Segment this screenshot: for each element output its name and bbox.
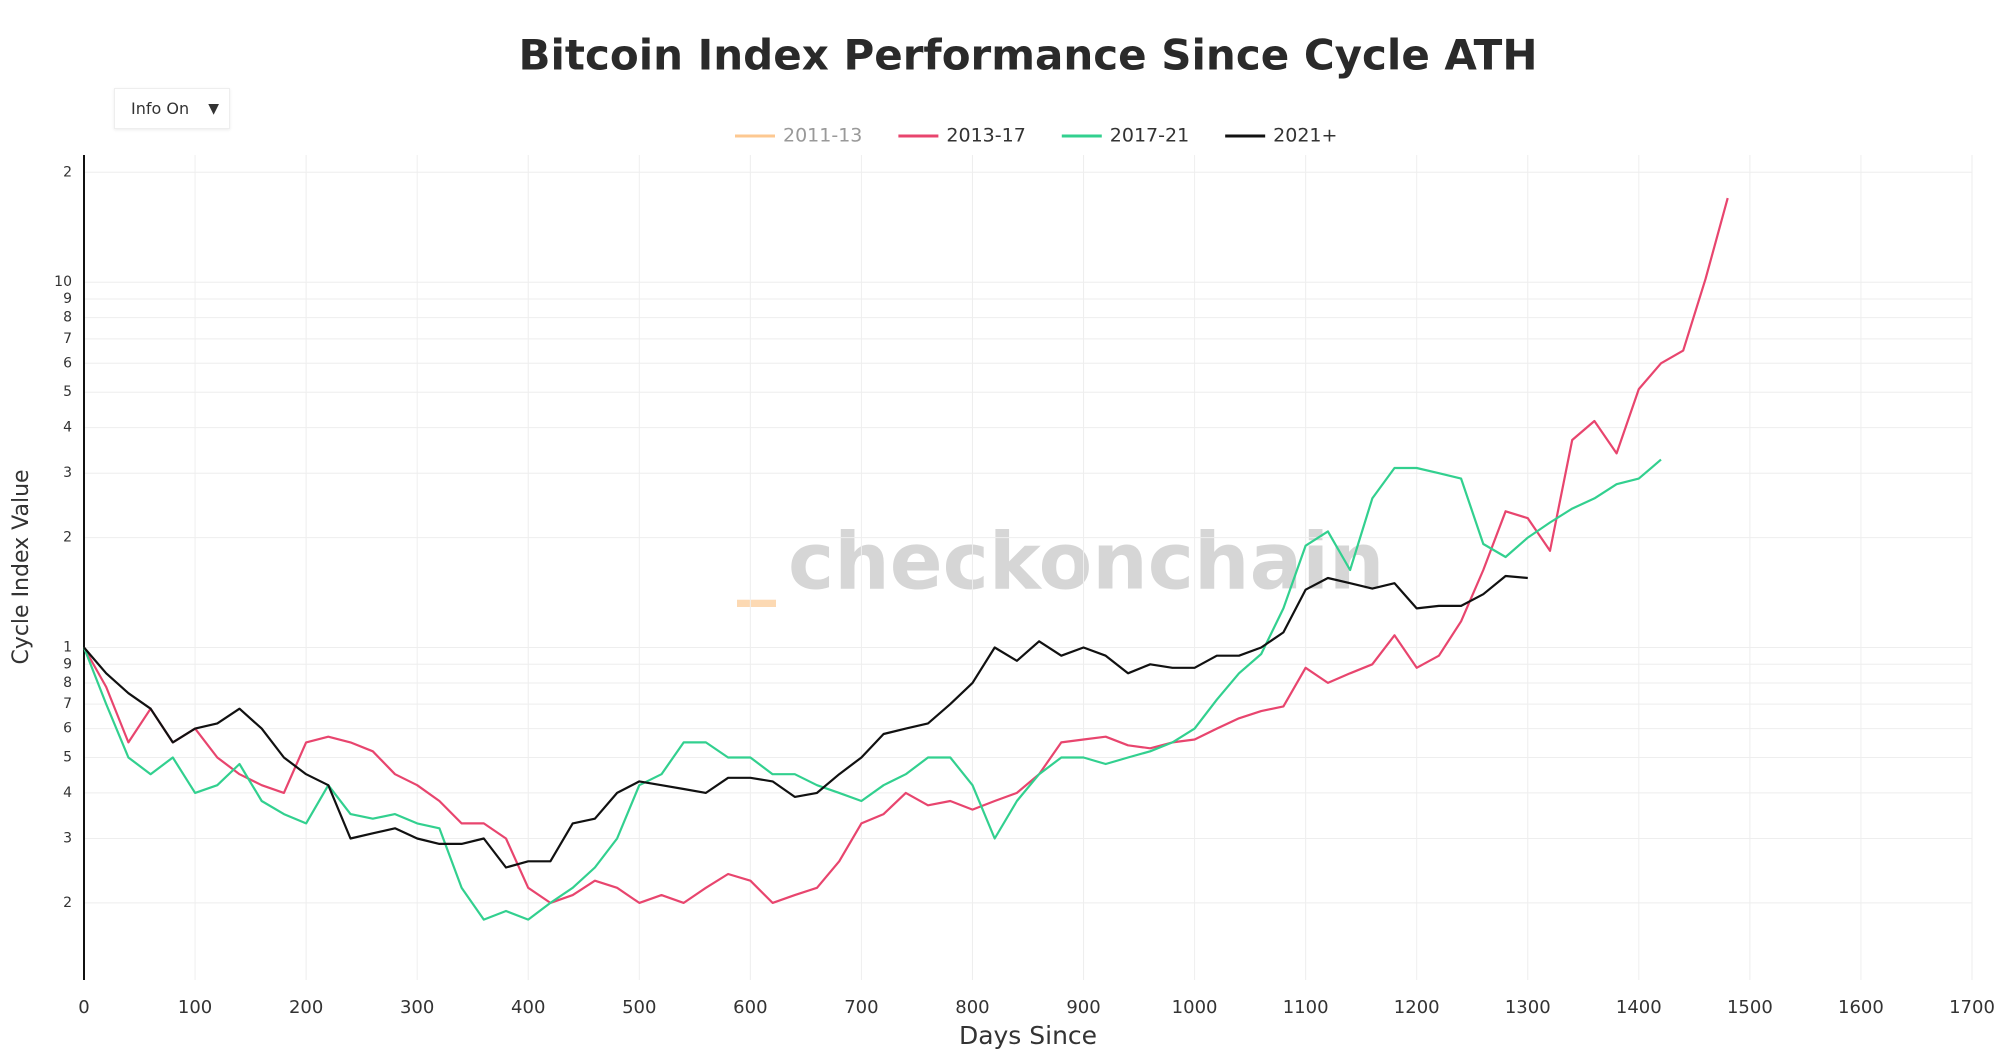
x-tick-label: 800 (955, 997, 989, 1018)
y-tick-label: 3 (63, 465, 72, 481)
x-tick-label: 1000 (1172, 997, 1218, 1018)
legend-label: 2011-13 (783, 125, 862, 147)
legend-label: 2013-17 (946, 125, 1025, 147)
y-tick-label: 4 (63, 420, 72, 436)
x-tick-label: 1500 (1727, 997, 1773, 1018)
watermark-prefix: _ (737, 517, 776, 607)
y-tick-label: 5 (63, 384, 72, 400)
x-tick-label: 1300 (1505, 997, 1551, 1018)
x-tick-label: 400 (511, 997, 545, 1018)
info-dropdown-label: Info On (131, 99, 190, 118)
legend-item: 2017-21 (1061, 125, 1189, 147)
x-tick-label: 100 (178, 997, 212, 1018)
series-line (82, 458, 1662, 921)
watermark: checkonchain (788, 517, 1384, 607)
x-tick-label: 1200 (1394, 997, 1440, 1018)
x-tick-label: 1100 (1283, 997, 1329, 1018)
y-tick-label: 6 (63, 721, 72, 737)
y-tick-label: 7 (63, 331, 72, 347)
legend-item: 2013-17 (898, 125, 1026, 147)
x-tick-label: 200 (289, 997, 323, 1018)
series-line (83, 197, 1729, 905)
x-tick-label: 0 (78, 997, 89, 1018)
y-tick-label: 2 (63, 530, 72, 546)
x-tick-label: 500 (622, 997, 656, 1018)
grid (83, 155, 1973, 980)
y-tick-label: 7 (63, 696, 72, 712)
y-tick-label: 8 (63, 310, 72, 326)
legend-label: 2017-21 (1110, 125, 1189, 147)
y-tick-label: 3 (63, 831, 72, 847)
x-tick-label: 1400 (1616, 997, 1662, 1018)
series-line (83, 574, 1528, 869)
y-tick-label: 10 (54, 274, 72, 290)
y-tick-label: 6 (63, 355, 72, 371)
info-dropdown[interactable]: Info On ▼ (114, 88, 230, 129)
y-tick-label: 2 (63, 164, 72, 180)
x-tick-label: 700 (844, 997, 878, 1018)
legend-item: 2021+ (1225, 125, 1337, 147)
x-tick-label: 300 (400, 997, 434, 1018)
y-tick-label: 5 (63, 750, 72, 766)
x-axis-title: Days Since (959, 1021, 1097, 1050)
x-tick-label: 1700 (1949, 997, 1995, 1018)
x-tick-label: 900 (1066, 997, 1100, 1018)
y-tick-label: 4 (63, 785, 72, 801)
dropdown-arrow: ▼ (208, 100, 219, 117)
y-tick-label: 1 (63, 640, 72, 656)
y-tick-label: 2 (63, 895, 72, 911)
y-tick-label: 8 (63, 675, 72, 691)
y-axis-title: Cycle Index Value (9, 469, 34, 664)
legend-item: 2011-13 (735, 125, 862, 147)
chart-title: Bitcoin Index Performance Since Cycle AT… (519, 31, 1538, 80)
x-tick-label: 1600 (1838, 997, 1884, 1018)
x-tick-label: 600 (733, 997, 767, 1018)
legend-label: 2021+ (1273, 125, 1337, 147)
y-tick-label: 9 (63, 656, 72, 672)
y-tick-label: 9 (63, 291, 72, 307)
